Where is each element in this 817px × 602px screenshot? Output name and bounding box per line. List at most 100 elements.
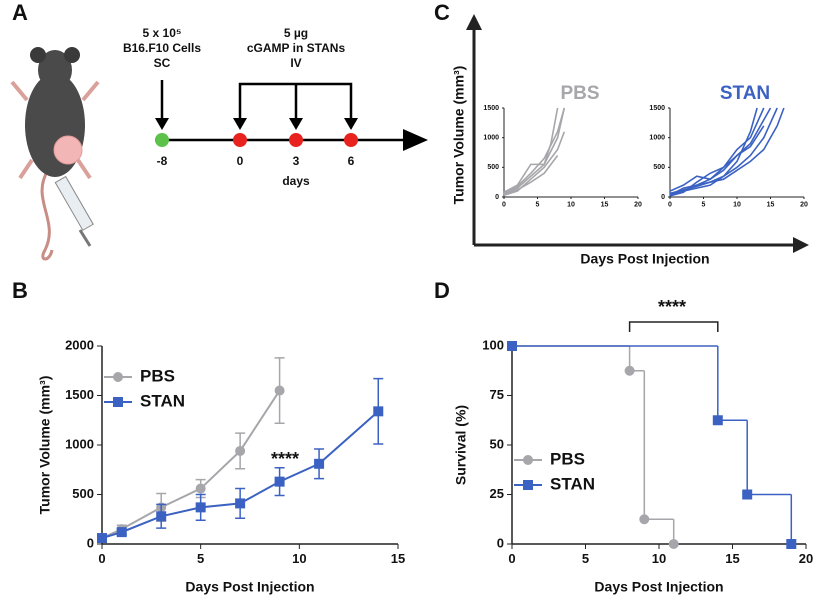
dose-text: 5 x 10⁵ <box>143 26 182 40</box>
x-tick-label: 15 <box>767 201 775 208</box>
legend-marker <box>113 397 123 407</box>
chart-title: STAN <box>720 83 770 104</box>
y-axis-title: Tumor Volume (mm³) <box>37 376 53 515</box>
legend-marker <box>523 455 533 465</box>
y-tick-label: 500 <box>72 486 94 501</box>
marker <box>97 533 107 544</box>
y-tick-label: 25 <box>490 486 504 501</box>
marker <box>742 489 753 500</box>
y-tick-label: 1000 <box>649 135 665 142</box>
y-tick-label: 50 <box>490 436 504 451</box>
series-line <box>101 390 281 539</box>
series-line <box>503 154 559 196</box>
legend-label: PBS <box>140 366 175 385</box>
series-line <box>669 107 785 195</box>
x-tick-label: 20 <box>634 201 642 208</box>
x-tick-label: 10 <box>733 201 741 208</box>
timeline-axis-label: days <box>282 174 310 188</box>
y-tick-label: 1000 <box>65 436 94 451</box>
marker <box>314 458 325 469</box>
series-line <box>669 107 758 196</box>
x-tick-label: 10 <box>567 201 575 208</box>
x-tick-label: 15 <box>725 551 739 566</box>
dose-text: B16.F10 Cells <box>123 41 201 55</box>
y-axis-title: Survival (%) <box>453 405 469 485</box>
annotation: **** <box>658 297 686 317</box>
marker <box>668 539 679 549</box>
y-tick-label: 1500 <box>649 105 665 112</box>
legend-label: STAN <box>550 474 595 493</box>
panel-c-axes: Tumor Volume (mm³) Days Post Injection <box>451 14 809 267</box>
legend-marker <box>113 372 123 382</box>
x-tick-label: 0 <box>98 551 105 566</box>
marker <box>195 502 206 513</box>
marker <box>156 511 167 522</box>
annotation: **** <box>271 449 299 469</box>
marker <box>624 365 635 376</box>
y-tick-label: 2000 <box>65 337 94 352</box>
legend-marker <box>523 480 533 490</box>
marker <box>712 415 723 426</box>
marker <box>235 498 246 509</box>
day-label: 0 <box>237 154 244 168</box>
axis-title: Days Post Injection <box>580 251 709 267</box>
series-line <box>669 107 765 192</box>
x-tick-label: 15 <box>391 551 405 566</box>
day-label: -8 <box>157 154 168 168</box>
series-line <box>101 410 379 540</box>
y-tick-label: 0 <box>87 535 94 550</box>
day-label: 6 <box>348 154 355 168</box>
panel-label: A <box>12 0 28 25</box>
marker <box>639 514 650 525</box>
significance-bracket <box>628 321 719 332</box>
marker <box>786 539 797 549</box>
dose-text: SC <box>154 56 171 70</box>
marker <box>116 527 127 538</box>
legend-label: PBS <box>550 449 585 468</box>
panel-label: B <box>12 278 28 303</box>
panel-label: D <box>434 278 450 303</box>
x-tick-label: 10 <box>652 551 666 566</box>
y-tick-label: 0 <box>661 194 665 201</box>
x-tick-label: 10 <box>292 551 306 566</box>
x-axis-title: Days Post Injection <box>185 579 314 595</box>
y-tick-label: 0 <box>497 535 504 550</box>
y-tick-label: 1500 <box>65 387 94 402</box>
y-tick-label: 500 <box>487 164 499 171</box>
day-label: 3 <box>293 154 300 168</box>
x-tick-label: 15 <box>601 201 609 208</box>
x-tick-label: 0 <box>668 201 672 208</box>
marker <box>235 445 246 456</box>
x-tick-label: 0 <box>508 551 515 566</box>
series-line <box>503 107 566 195</box>
y-tick-label: 0 <box>495 194 499 201</box>
x-tick-label: 20 <box>799 551 813 566</box>
marker <box>274 476 285 487</box>
x-tick-label: 5 <box>702 201 706 208</box>
x-tick-label: 5 <box>582 551 589 566</box>
dose-text: IV <box>290 56 301 70</box>
x-tick-label: 0 <box>502 201 506 208</box>
y-tick-label: 75 <box>490 387 504 402</box>
chart-title: PBS <box>560 83 599 104</box>
series-line <box>669 107 772 195</box>
dose-text: cGAMP in STANs <box>247 41 346 55</box>
series-line <box>503 107 559 193</box>
legend-label: STAN <box>140 391 185 410</box>
x-tick-label: 5 <box>197 551 204 566</box>
marker <box>373 406 384 417</box>
mouse-illustration <box>10 47 100 261</box>
marker <box>195 483 206 494</box>
panel-label: C <box>434 0 450 25</box>
x-axis-title: Days Post Injection <box>594 579 723 595</box>
timeline: 5 x 10⁵ B16.F10 Cells SC 5 µg cGAMP in S… <box>123 26 428 188</box>
y-tick-label: 1500 <box>483 105 499 112</box>
series-line <box>503 107 566 195</box>
y-tick-label: 1000 <box>483 135 499 142</box>
marker <box>274 385 285 396</box>
series-line <box>669 107 778 196</box>
marker <box>507 341 517 351</box>
series-line <box>503 131 566 196</box>
dose-text: 5 µg <box>284 26 308 40</box>
